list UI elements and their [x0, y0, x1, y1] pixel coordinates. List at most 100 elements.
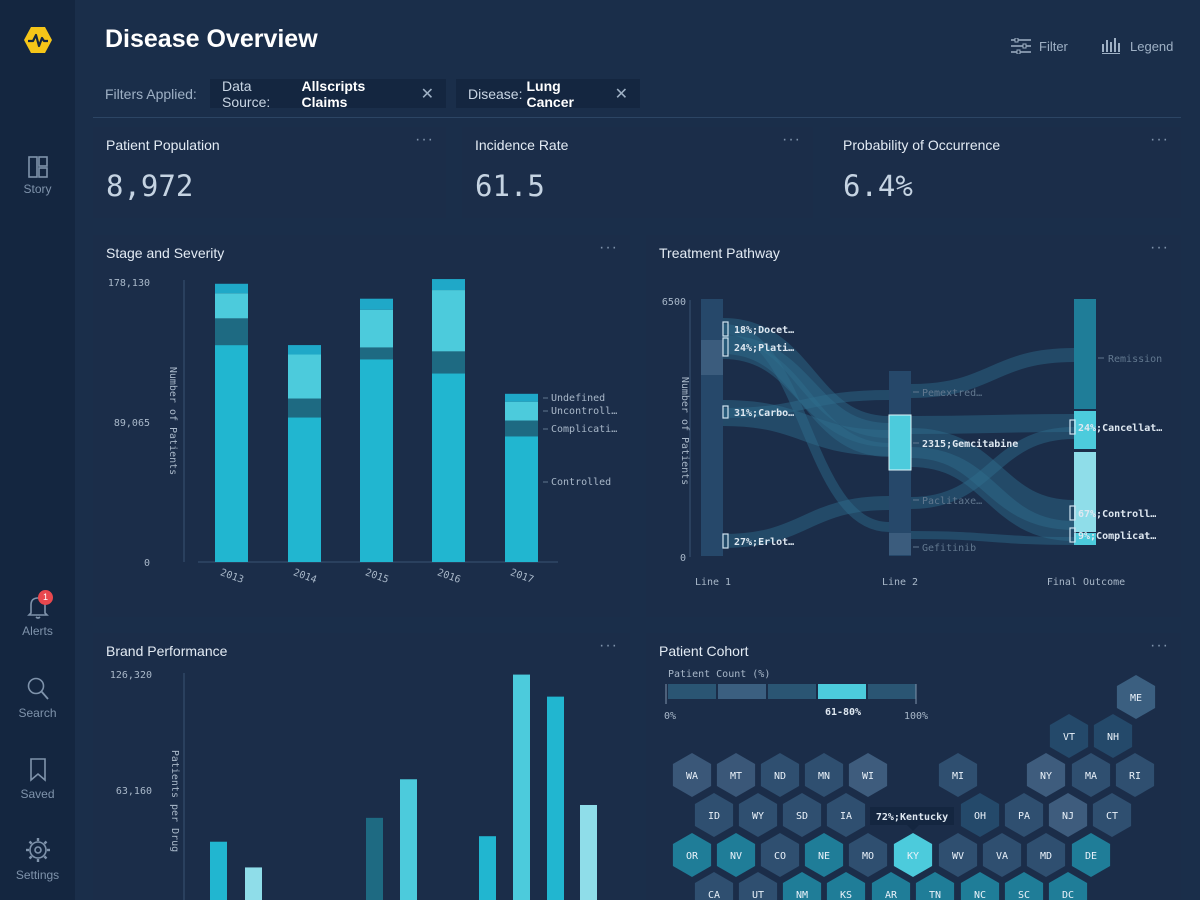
state-hex-or[interactable] [672, 833, 712, 877]
state-hex-ne[interactable] [804, 833, 844, 877]
map-tooltip-pointer [907, 825, 919, 831]
state-hex-wy[interactable] [738, 793, 778, 837]
state-hex-wv[interactable] [938, 833, 978, 877]
sidebar-item-alerts[interactable]: 1 Alerts [0, 590, 75, 638]
sankey-node-marker [722, 533, 729, 549]
state-hex-nh[interactable] [1093, 714, 1133, 758]
state-hex-wi[interactable] [848, 753, 888, 797]
sidebar-item-saved[interactable]: Saved [0, 757, 75, 801]
state-hex-nc[interactable] [960, 872, 1000, 900]
sankey-node-gefitinib [889, 533, 911, 555]
filter-chip-data-source[interactable]: Data Source: Allscripts Claims ✕ [210, 78, 446, 110]
state-label: ME [1130, 693, 1142, 704]
kpi-value: 6.4% [843, 169, 913, 203]
legend-bars-icon [1102, 38, 1120, 54]
y-tick-label: 6500 [662, 297, 686, 308]
sankey-node-gemcitabine [888, 414, 912, 471]
state-hex-de[interactable] [1071, 833, 1111, 877]
chip-value: Lung Cancer [526, 77, 574, 110]
bar-segment-undefined [360, 298, 393, 310]
state-hex-ut[interactable] [738, 872, 778, 900]
y-tick-label: 63,160 [116, 786, 152, 797]
sidebar-item-settings[interactable]: Settings [0, 836, 75, 882]
state-hex-mt[interactable] [716, 753, 756, 797]
state-hex-mo[interactable] [848, 833, 888, 877]
state-hex-sc[interactable] [1004, 872, 1044, 900]
bar-segment-undefined [505, 393, 538, 402]
state-hex-va[interactable] [982, 833, 1022, 877]
state-hex-dc[interactable] [1048, 872, 1088, 900]
state-hex-sd[interactable] [782, 793, 822, 837]
sankey-node-label: 31%;Carbo… [734, 408, 794, 419]
state-hex-me[interactable] [1116, 675, 1156, 719]
sankey-node-marker [1069, 527, 1076, 543]
more-options-icon[interactable]: ··· [1150, 239, 1169, 256]
state-hex-ky[interactable] [893, 833, 933, 877]
sidebar-item-search[interactable]: Search [0, 676, 75, 720]
state-hex-mi[interactable] [938, 753, 978, 797]
state-hex-ct[interactable] [1092, 793, 1132, 837]
sankey-flow [722, 400, 890, 456]
state-label: MO [862, 851, 874, 862]
bar-segment-uncontroll [432, 290, 465, 352]
y-axis-title: Number of Patients [167, 367, 178, 475]
state-hex-ks[interactable] [826, 872, 866, 900]
state-hex-ca[interactable] [694, 872, 734, 900]
brand-performance-chart: 126,320 63,160 Patients per Drug [110, 670, 597, 900]
state-hex-mn[interactable] [804, 753, 844, 797]
legend-button[interactable]: Legend [1102, 38, 1173, 54]
state-hex-nd[interactable] [760, 753, 800, 797]
state-hex-nj[interactable] [1048, 793, 1088, 837]
state-hex-id[interactable] [694, 793, 734, 837]
state-label: DE [1085, 851, 1097, 862]
sankey-flow [722, 496, 890, 548]
state-hex-oh[interactable] [960, 793, 1000, 837]
sidebar-item-story[interactable]: Story [0, 156, 75, 196]
state-hex-ri[interactable] [1115, 753, 1155, 797]
brand-bar [580, 804, 597, 900]
state-label: NV [730, 851, 742, 862]
state-label: NY [1040, 771, 1052, 782]
state-hex-vt[interactable] [1049, 714, 1089, 758]
state-hex-ny[interactable] [1026, 753, 1066, 797]
legend-swatch [768, 684, 816, 699]
remove-filter-icon[interactable]: ✕ [614, 85, 628, 103]
brand-bar [366, 817, 383, 900]
more-options-icon[interactable]: ··· [599, 239, 618, 256]
more-options-icon[interactable]: ··· [1150, 637, 1169, 654]
app-logo-icon[interactable] [23, 26, 53, 54]
bar-segment-complicati [505, 420, 538, 437]
filter-chip-disease[interactable]: Disease: Lung Cancer ✕ [456, 77, 640, 110]
filters-applied-label: Filters Applied: [105, 86, 197, 102]
more-options-icon[interactable]: ··· [599, 637, 618, 654]
sidebar: Story 1 Alerts Search Saved [0, 0, 75, 900]
state-hex-co[interactable] [760, 833, 800, 877]
state-hex-ar[interactable] [871, 872, 911, 900]
state-label: IA [840, 811, 852, 822]
x-tick-label: 2015 [364, 567, 390, 586]
state-hex-ia[interactable] [826, 793, 866, 837]
sankey-flow [722, 390, 890, 418]
more-options-icon[interactable]: ··· [415, 131, 434, 148]
sankey-node-label: 27%;Erlot… [734, 537, 794, 548]
more-options-icon[interactable]: ··· [1150, 131, 1169, 148]
bar-segment-uncontroll [360, 309, 393, 348]
legend-label: Legend [1130, 38, 1174, 54]
stage-label: Line 1 [695, 577, 731, 588]
state-hex-md[interactable] [1026, 833, 1066, 877]
filter-button[interactable]: Filter [1011, 38, 1068, 54]
state-hex-wa[interactable] [672, 753, 712, 797]
state-hex-nm[interactable] [782, 872, 822, 900]
state-hex-tn[interactable] [915, 872, 955, 900]
legend-label: Uncontroll… [551, 406, 617, 417]
remove-filter-icon[interactable]: ✕ [420, 85, 434, 103]
state-hex-ma[interactable] [1071, 753, 1111, 797]
state-hex-pa[interactable] [1004, 793, 1044, 837]
patient-cohort-panel: Patient Cohort ··· Patient Count (%) 0% 10… [646, 633, 1181, 900]
more-options-icon[interactable]: ··· [782, 131, 801, 148]
stage-severity-panel: Stage and Severity ··· 178,130 89,065 0 Num… [93, 235, 630, 617]
state-hex-nv[interactable] [716, 833, 756, 877]
sankey-node-label: 9%;Complicat… [1078, 530, 1156, 542]
sankey-node-line1-column [701, 299, 723, 556]
sankey-node-remission [1074, 299, 1096, 409]
